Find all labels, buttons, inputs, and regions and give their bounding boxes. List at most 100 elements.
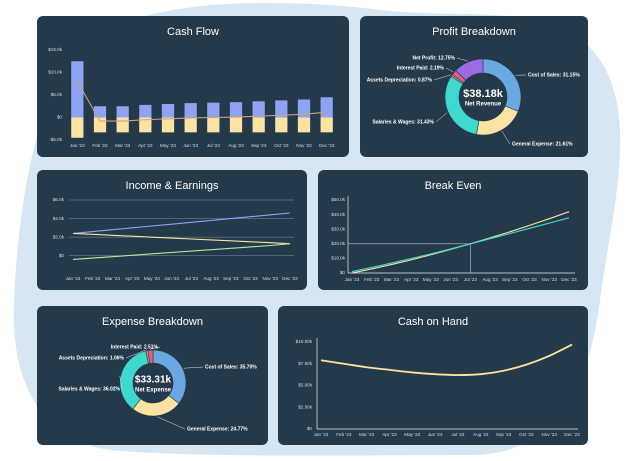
y-tick-label: -$5.0k xyxy=(49,137,62,142)
series-line xyxy=(72,232,291,245)
x-tick-label: Jun '23 xyxy=(443,277,458,282)
x-tick-label: Jul '23 xyxy=(207,143,221,148)
x-tick-label: Feb '23 xyxy=(364,277,380,282)
y-tick-label: $5.0k xyxy=(51,92,63,97)
chart-title: Income & Earnings xyxy=(126,180,219,192)
x-tick-label: Jul '23 xyxy=(451,432,465,437)
label-leader xyxy=(456,57,468,62)
bar xyxy=(184,103,197,118)
y-tick-label: $20.0k xyxy=(331,241,345,246)
x-tick-label: Nov '23 xyxy=(263,276,279,281)
y-tick-label: $2.0k xyxy=(53,234,65,239)
bar xyxy=(229,102,243,118)
label-leader xyxy=(433,74,451,81)
label-leader xyxy=(435,112,448,123)
y-tick-label: $0 xyxy=(340,270,346,275)
slice-label: General Expense: 21.61% xyxy=(512,141,573,147)
bar xyxy=(297,99,311,118)
bar xyxy=(116,106,129,118)
x-tick-label: Sep '23 xyxy=(502,277,518,282)
y-tick-label: $10.00k xyxy=(296,339,313,344)
y-tick-label: $6.0k xyxy=(53,197,65,202)
y-tick-label: $0 xyxy=(59,253,65,258)
bar xyxy=(71,117,84,138)
x-tick-label: Jul '23 xyxy=(464,277,478,282)
panel xyxy=(360,16,588,157)
bar xyxy=(297,117,311,133)
x-tick-label: Apr '23 xyxy=(125,276,140,281)
slice-label: Cost of Sales: 31.15% xyxy=(528,72,580,78)
x-tick-label: Oct '23 xyxy=(522,277,537,282)
x-tick-label: Oct '23 xyxy=(243,276,258,281)
label-leader xyxy=(125,349,147,359)
x-tick-label: Dec '23 xyxy=(564,432,580,437)
chart-title: Cash Flow xyxy=(167,26,219,38)
x-tick-label: Jun '23 xyxy=(428,432,443,437)
x-tick-label: Jan '23 xyxy=(70,143,85,148)
x-tick-label: Jan '23 xyxy=(66,276,81,281)
slice-label: Interest Paid: 2.19% xyxy=(397,65,445,71)
x-tick-label: Feb '23 xyxy=(85,276,101,281)
chart-title: Profit Breakdown xyxy=(432,26,516,38)
label-leader xyxy=(445,67,454,73)
center-value: $38.18k xyxy=(463,88,504,100)
center-caption: Net Expense xyxy=(135,388,172,394)
bar xyxy=(229,117,243,133)
x-tick-label: Feb '23 xyxy=(92,143,108,148)
x-tick-label: Aug '23 xyxy=(482,277,498,282)
y-tick-label: $30.0k xyxy=(331,226,345,231)
y-tick-label: $7.50k xyxy=(298,361,312,366)
bar xyxy=(252,117,265,133)
slice-label: Salaries & Wages: 36.02% xyxy=(58,386,120,392)
y-tick-label: $10.0k xyxy=(331,256,345,261)
slice-label: Assets Depreciation: 0.87% xyxy=(367,77,433,83)
bar xyxy=(252,101,265,118)
bar xyxy=(71,61,84,118)
x-tick-label: Nov '23 xyxy=(542,277,558,282)
bar xyxy=(275,100,288,118)
x-tick-label: Mar '23 xyxy=(115,143,131,148)
slice-label: Salaries & Wages: 31.43% xyxy=(372,119,434,125)
x-tick-label: Aug '23 xyxy=(203,276,219,281)
series-line xyxy=(76,81,327,122)
chart-title: Break Even xyxy=(425,180,482,192)
series-line xyxy=(72,212,291,234)
center-caption: Net Revenue xyxy=(465,102,502,108)
y-tick-label: $0 xyxy=(57,115,63,120)
label-leader xyxy=(150,346,161,350)
label-leader xyxy=(501,130,511,145)
x-tick-label: Sep '23 xyxy=(496,432,512,437)
y-tick-label: $5.00k xyxy=(298,383,312,388)
bar xyxy=(93,117,107,133)
series-line xyxy=(320,343,573,376)
x-tick-label: Aug '23 xyxy=(473,432,489,437)
x-tick-label: Apr '23 xyxy=(382,432,397,437)
x-tick-label: Nov '23 xyxy=(541,432,557,437)
bar xyxy=(116,117,129,133)
x-tick-label: Oct '23 xyxy=(519,432,534,437)
panel xyxy=(278,306,588,445)
x-tick-label: Jun '23 xyxy=(164,276,179,281)
panel xyxy=(318,170,588,290)
chart-title: Expense Breakdown xyxy=(102,316,203,328)
panel xyxy=(37,16,349,157)
x-tick-label: Dec '23 xyxy=(561,277,577,282)
x-tick-label: Aug '23 xyxy=(228,143,244,148)
series-line xyxy=(351,217,570,273)
slice-label: Cost of Sales: 35.70% xyxy=(205,364,257,370)
y-tick-label: $2.50k xyxy=(298,404,312,409)
slice-label: Assets Depreciation: 1.06% xyxy=(59,355,125,361)
x-tick-label: Oct '23 xyxy=(274,143,289,148)
x-tick-label: Dec '23 xyxy=(282,276,298,281)
x-tick-label: Apr '23 xyxy=(138,143,153,148)
bar xyxy=(275,117,288,133)
x-tick-label: Feb '23 xyxy=(336,432,352,437)
x-tick-label: Nov '23 xyxy=(296,143,312,148)
bar xyxy=(161,117,175,133)
bar xyxy=(93,106,107,118)
series-line xyxy=(72,243,291,260)
x-tick-label: Sep '23 xyxy=(251,143,267,148)
x-tick-label: Mar '23 xyxy=(105,276,121,281)
